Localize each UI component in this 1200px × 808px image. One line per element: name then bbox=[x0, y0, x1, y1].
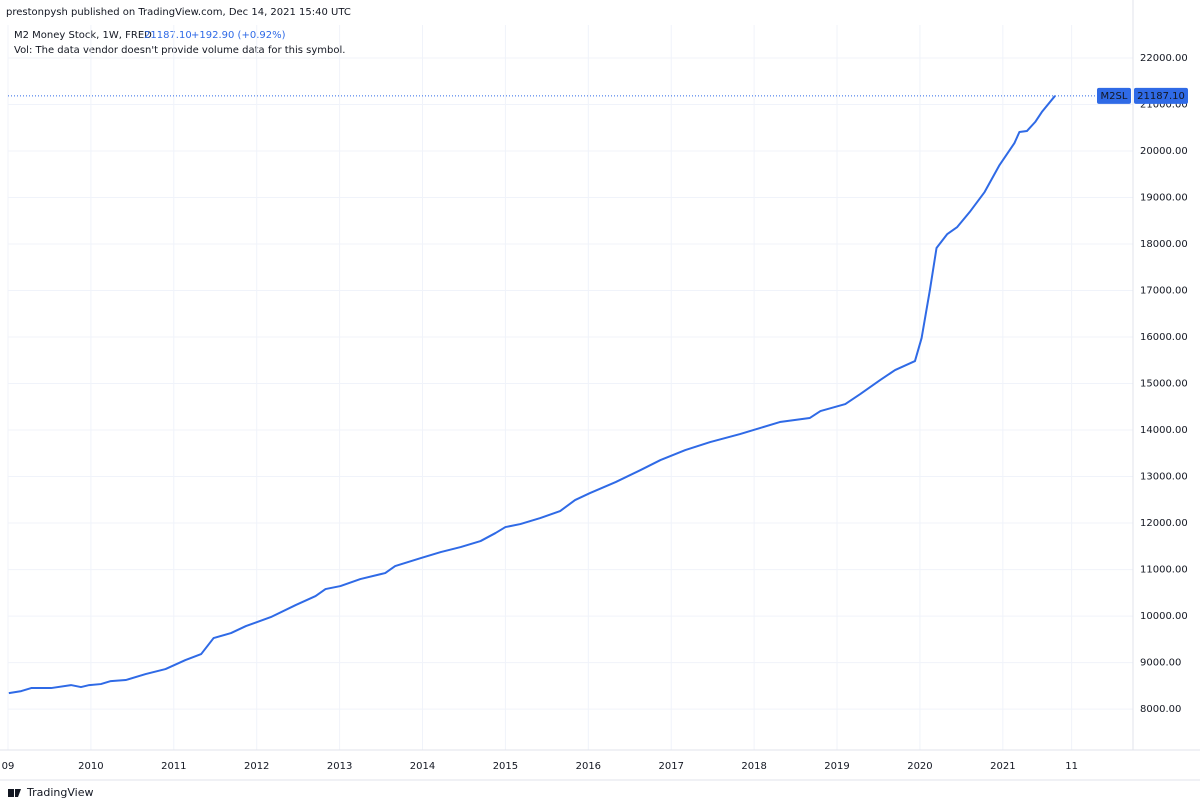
x-tick-label: 2010 bbox=[78, 761, 103, 772]
x-tick-label: 2012 bbox=[244, 761, 269, 772]
volume-note: Vol: The data vendor doesn't provide vol… bbox=[14, 45, 345, 56]
x-tick-label: 2018 bbox=[741, 761, 766, 772]
price-tag-name: M2SL bbox=[1101, 91, 1128, 102]
x-tick-label: 2017 bbox=[659, 761, 684, 772]
x-tick-label: 2011 bbox=[161, 761, 186, 772]
x-tick-label: 09 bbox=[2, 761, 15, 772]
legend-title: M2 Money Stock, 1W, FRED bbox=[14, 30, 152, 41]
x-tick-label: 2016 bbox=[576, 761, 601, 772]
x-tick-label: 2020 bbox=[907, 761, 932, 772]
x-tick-label: 11 bbox=[1065, 761, 1078, 772]
x-tick-label: 2015 bbox=[493, 761, 518, 772]
price-tag-label: 21187.10 bbox=[1137, 91, 1185, 102]
y-tick-label: 15000.00 bbox=[1140, 379, 1188, 390]
published-note: prestonpysh published on TradingView.com… bbox=[6, 7, 351, 18]
y-tick-label: 10000.00 bbox=[1140, 611, 1188, 622]
footer-brand: TradingView bbox=[26, 786, 93, 799]
y-tick-label: 11000.00 bbox=[1140, 565, 1188, 576]
x-tick-label: 2013 bbox=[327, 761, 352, 772]
y-tick-label: 9000.00 bbox=[1140, 658, 1181, 669]
y-tick-label: 13000.00 bbox=[1140, 472, 1188, 483]
legend-change: +192.90 (+0.92%) bbox=[191, 30, 286, 41]
legend-last: 21187.10 bbox=[144, 30, 192, 41]
x-tick-label: 2014 bbox=[410, 761, 435, 772]
x-tick-label: 2021 bbox=[990, 761, 1015, 772]
y-tick-label: 17000.00 bbox=[1140, 286, 1188, 297]
y-tick-label: 8000.00 bbox=[1140, 704, 1181, 715]
series-line bbox=[8, 95, 1056, 695]
y-tick-label: 14000.00 bbox=[1140, 425, 1188, 436]
price-tag-name-box bbox=[1097, 87, 1131, 104]
x-tick-label: 2019 bbox=[824, 761, 849, 772]
y-tick-label: 19000.00 bbox=[1140, 193, 1188, 204]
y-tick-label: 20000.00 bbox=[1140, 146, 1188, 157]
y-tick-label: 18000.00 bbox=[1140, 239, 1188, 250]
y-tick-label: 16000.00 bbox=[1140, 332, 1188, 343]
y-tick-label: 22000.00 bbox=[1140, 53, 1188, 64]
tv-logo bbox=[8, 789, 21, 797]
y-tick-label: 12000.00 bbox=[1140, 518, 1188, 529]
price-tag-box bbox=[1134, 87, 1188, 104]
y-tick-label: 21000.00 bbox=[1140, 100, 1188, 111]
